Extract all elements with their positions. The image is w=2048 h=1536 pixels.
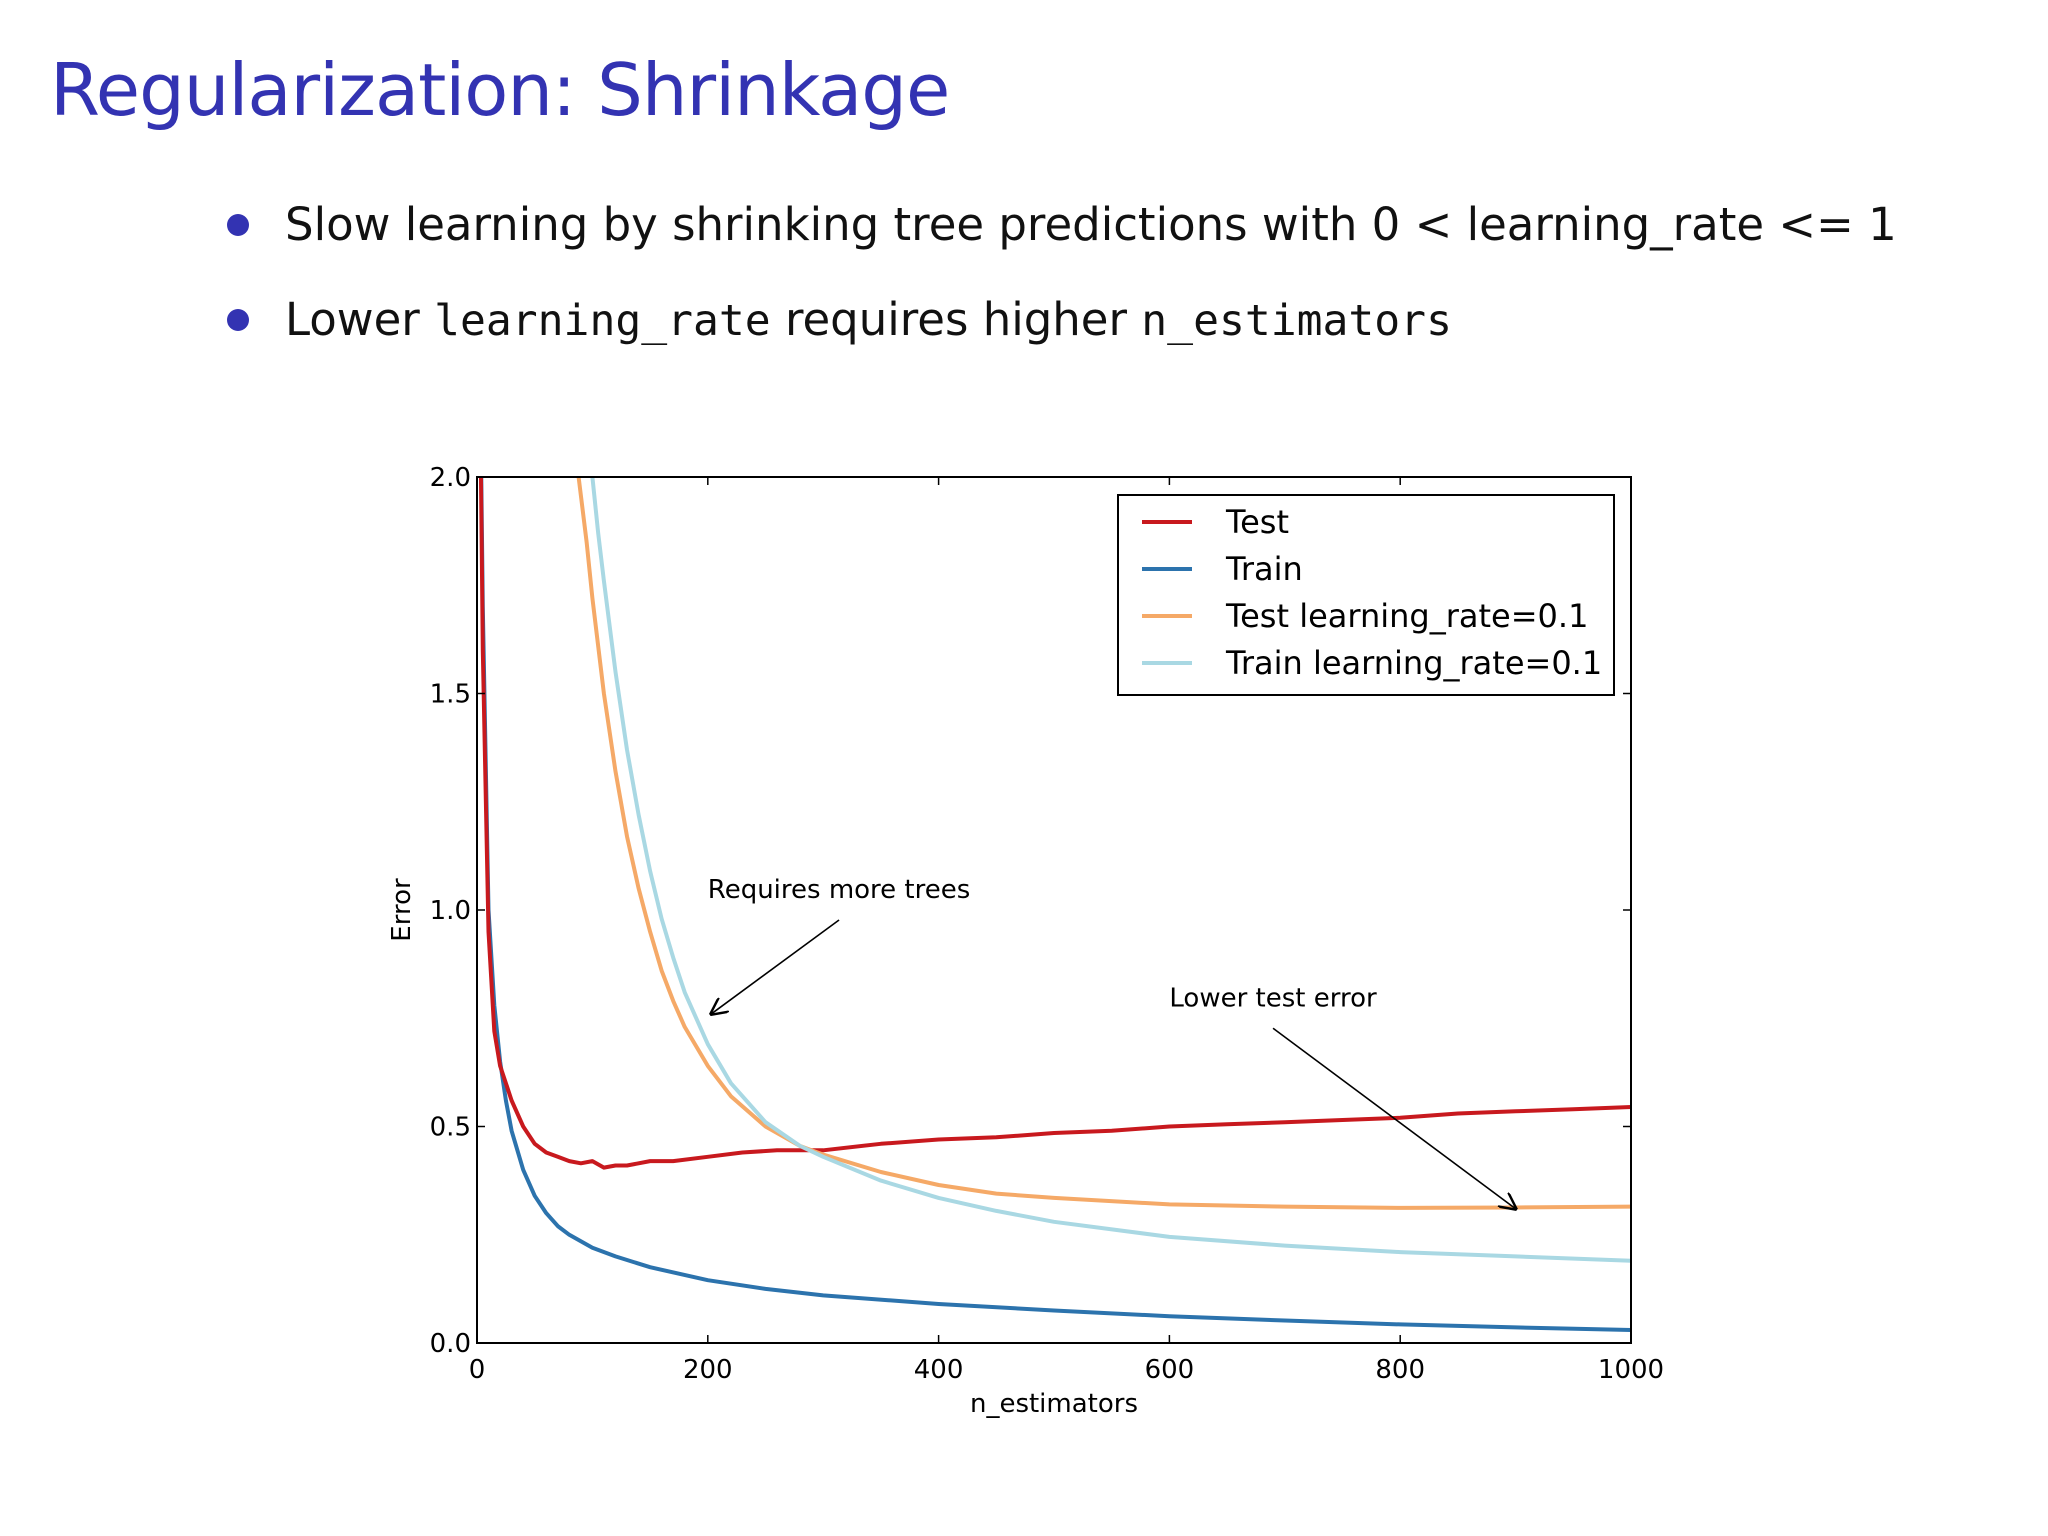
legend-label: Test learning_rate=0.1 <box>1225 597 1588 635</box>
series-line-4 <box>590 477 1631 1263</box>
code-n-estimators: n_estimators <box>1141 296 1452 346</box>
y-tick-label: 2.0 <box>430 463 471 493</box>
legend-label: Train <box>1225 550 1303 588</box>
legend: Test Train Test learning_rate=0.1 Train lea… <box>1117 494 1615 696</box>
legend-label: Train learning_rate=0.1 <box>1225 644 1602 682</box>
bullet-text-part: Lower <box>285 293 435 346</box>
bullet-dot-icon <box>227 309 249 331</box>
bullet-dot-icon <box>227 214 249 236</box>
slide-title: Regularization: Shrinkage <box>50 48 950 132</box>
x-tick-label: 0 <box>469 1355 486 1385</box>
y-tick-label: 1.0 <box>430 896 471 926</box>
x-tick-label: 800 <box>1375 1355 1425 1385</box>
y-tick-label: 0.5 <box>430 1113 471 1143</box>
y-tick-label: 1.5 <box>430 680 471 710</box>
x-tick-label: 400 <box>914 1355 964 1385</box>
y-axis-label: Error <box>387 878 417 942</box>
annotations-layer: Requires more trees Lower test error <box>708 875 1516 1209</box>
x-axis-label: n_estimators <box>970 1389 1138 1419</box>
x-tick-label: 600 <box>1145 1355 1195 1385</box>
x-tick-label: 1000 <box>1598 1355 1664 1385</box>
bullet-text-part: requires higher <box>770 293 1142 346</box>
annotation-label: Requires more trees <box>708 875 971 905</box>
bullet-list: Slow learning by shrinking tree predicti… <box>225 195 1897 385</box>
series-line-3 <box>576 477 1631 1210</box>
annotation-arrow <box>1272 1027 1516 1209</box>
x-tick-label: 200 <box>683 1355 733 1385</box>
series-line-1 <box>478 477 1631 1170</box>
legend-frame <box>1117 494 1615 696</box>
code-learning-rate: learning_rate <box>434 296 771 346</box>
series-layer <box>478 477 1631 1332</box>
annotation-label: Lower test error <box>1169 983 1377 1013</box>
legend-label: Test <box>1225 503 1289 541</box>
bullet-text: Slow learning by shrinking tree predicti… <box>285 198 1897 251</box>
bullet-item-shrinkage: Slow learning by shrinking tree predicti… <box>225 195 1897 255</box>
bullet-item-learning-rate: Lower learning_rate requires higher n_es… <box>225 290 1897 350</box>
y-tick-label: 0.0 <box>430 1329 471 1359</box>
annotation-arrow <box>711 919 840 1014</box>
ticks-layer: 0 200 400 600 800 1000 0.0 0.5 1.0 1.5 2.0 <box>430 463 1664 1385</box>
